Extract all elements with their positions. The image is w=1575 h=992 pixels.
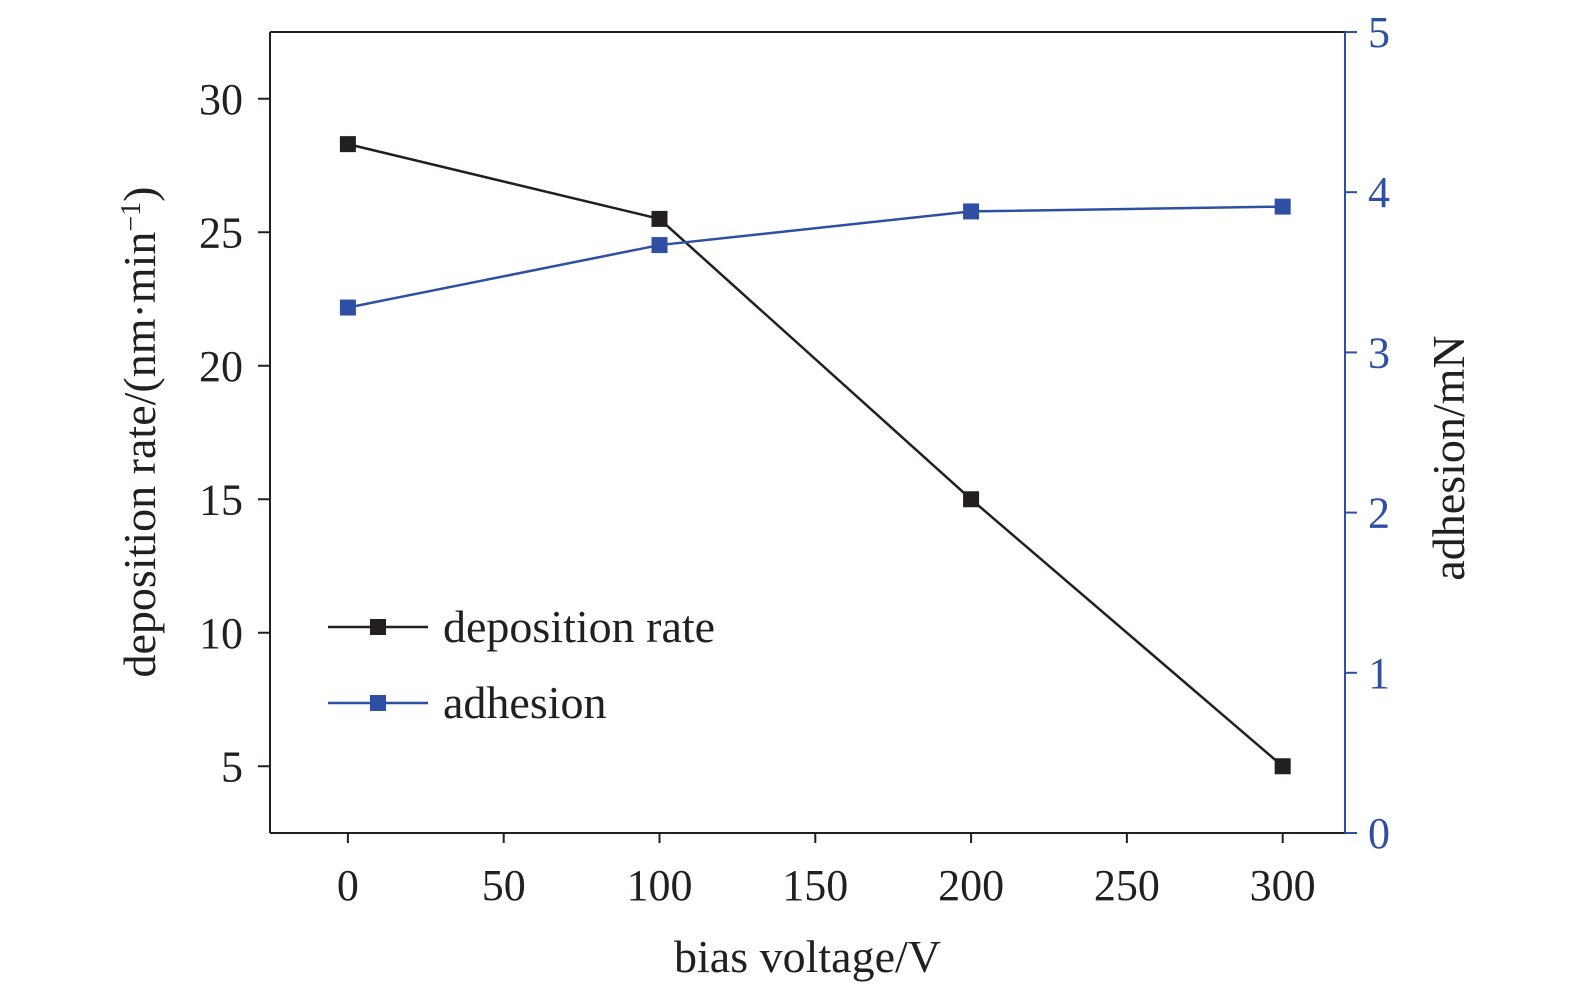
x-tick-label: 300 — [1250, 861, 1316, 910]
adhesion-line — [347, 205, 1283, 309]
y-right-tick-label: 1 — [1368, 649, 1390, 698]
adhesion-point — [963, 203, 980, 220]
series-group — [339, 136, 1291, 775]
legend-label: adhesion — [443, 677, 607, 728]
y-left-tick-label: 25 — [199, 208, 243, 257]
y-left-tick-label: 20 — [199, 342, 243, 391]
x-axis-title: bias voltage/V — [674, 931, 941, 982]
legend-marker — [370, 619, 386, 635]
y-left-axis-title-main: deposition rate/(nm·min — [114, 232, 165, 678]
deposition-rate-point — [339, 136, 356, 153]
x-tick-label: 150 — [782, 861, 848, 910]
y-right-tick-label: 3 — [1368, 328, 1390, 377]
y-left-tick-label: 30 — [199, 75, 243, 124]
y-left-axis-title-suffix: ) — [114, 187, 165, 202]
x-tick-label: 0 — [337, 861, 359, 910]
deposition-rate-point — [963, 491, 980, 508]
legend-marker — [370, 695, 386, 711]
adhesion-point — [651, 237, 668, 254]
adhesion-point — [339, 299, 356, 316]
y-right-tick-label: 2 — [1368, 489, 1390, 538]
deposition-rate-point — [651, 210, 668, 227]
y-right-tick-label: 4 — [1368, 168, 1390, 217]
y-left-axis-title: deposition rate/(nm·min−1) — [114, 187, 165, 678]
y-right-tick-label: 0 — [1368, 809, 1390, 858]
axis-titles: bias voltage/V deposition rate/(nm·min−1)… — [114, 187, 1474, 982]
y-left-tick-label: 10 — [199, 609, 243, 658]
legend-label: deposition rate — [443, 601, 715, 652]
y-left-tick-label: 15 — [199, 475, 243, 524]
adhesion-point — [1274, 198, 1291, 215]
deposition-rate-point — [1274, 758, 1291, 775]
legend: deposition rate adhesion — [328, 601, 715, 728]
y-left-axis-title-superscript: −1 — [116, 202, 147, 232]
x-tick-label: 50 — [482, 861, 526, 910]
y-right-tick-label: 5 — [1368, 8, 1390, 57]
x-tick-label: 200 — [938, 861, 1004, 910]
y-right-axis-title: adhesion/mN — [1423, 335, 1474, 580]
x-tick-label: 100 — [626, 861, 692, 910]
x-tick-label: 250 — [1094, 861, 1160, 910]
y-left-tick-label: 5 — [221, 742, 243, 791]
deposition-rate-line — [347, 142, 1284, 768]
